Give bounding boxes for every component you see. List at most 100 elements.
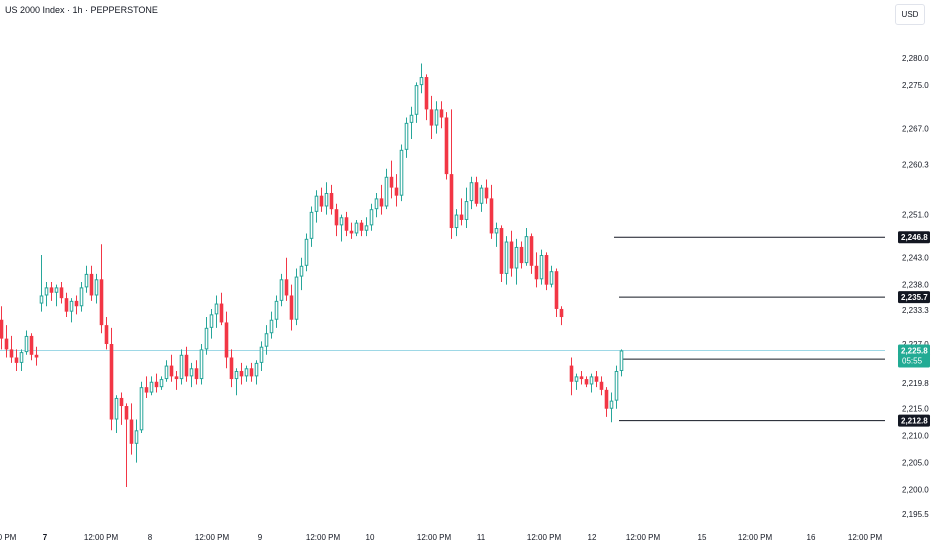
candle-body bbox=[364, 225, 369, 231]
candle-body bbox=[404, 122, 409, 150]
candle bbox=[379, 184, 384, 215]
candle bbox=[559, 306, 564, 326]
candle bbox=[174, 370, 179, 390]
candle-body bbox=[24, 335, 29, 353]
candle bbox=[314, 190, 319, 223]
candle bbox=[244, 365, 249, 382]
candle-body bbox=[514, 246, 519, 269]
candle bbox=[204, 317, 209, 355]
candle-body bbox=[354, 222, 359, 234]
candle-body bbox=[289, 295, 294, 320]
currency-button[interactable]: USD bbox=[895, 4, 925, 25]
candle-body bbox=[264, 333, 269, 347]
candle bbox=[324, 182, 329, 215]
candle-body bbox=[494, 228, 499, 234]
candle bbox=[24, 330, 29, 355]
candle-body bbox=[279, 279, 284, 301]
candle bbox=[84, 265, 89, 293]
candle bbox=[464, 187, 469, 229]
price-level-tag-bg bbox=[898, 231, 930, 244]
candle bbox=[494, 222, 499, 247]
candle-body bbox=[29, 335, 34, 355]
candle bbox=[569, 357, 574, 396]
candle-body bbox=[419, 77, 424, 86]
candle-body bbox=[219, 303, 224, 323]
candle bbox=[9, 335, 14, 363]
candle bbox=[344, 211, 349, 237]
candle bbox=[159, 376, 164, 390]
candle-body bbox=[319, 195, 324, 207]
candle-body bbox=[269, 319, 274, 334]
x-tick-label: 16 bbox=[807, 533, 816, 542]
candle bbox=[449, 109, 454, 239]
candle bbox=[509, 230, 514, 277]
candle-body bbox=[174, 376, 179, 380]
candle bbox=[209, 308, 214, 339]
time-axis[interactable]: 0 PM 7 12:00 PM 8 12:00 PM 9 12:00 PM 10 12:00 P… bbox=[0, 533, 882, 542]
candle-body bbox=[524, 236, 529, 264]
y-tick-label: 2,275.0 bbox=[902, 81, 929, 90]
price-level-tag-bg bbox=[898, 414, 930, 427]
candle-body bbox=[179, 354, 184, 380]
candle bbox=[14, 349, 19, 371]
x-tick-label: 0 PM bbox=[0, 533, 17, 542]
candle-body bbox=[154, 381, 159, 388]
x-tick-label: 12:00 PM bbox=[84, 533, 119, 542]
candle bbox=[374, 192, 379, 218]
candle-body bbox=[554, 271, 559, 309]
candle-body bbox=[519, 246, 524, 264]
candle-body bbox=[239, 370, 244, 377]
candle-body bbox=[4, 338, 9, 350]
candle bbox=[74, 295, 79, 315]
candle bbox=[19, 349, 24, 371]
candle bbox=[429, 95, 434, 140]
price-axis[interactable]: 2,195.5 2,200.0 2,205.0 2,210.0 2,215.0 2,219… bbox=[902, 54, 929, 519]
candle bbox=[519, 241, 524, 269]
candle-body bbox=[474, 182, 479, 204]
candle-body bbox=[369, 209, 374, 226]
y-tick-label: 2,195.5 bbox=[902, 510, 929, 519]
candle bbox=[304, 233, 309, 272]
candle-body bbox=[374, 198, 379, 210]
candle-body bbox=[204, 327, 209, 350]
candle-body bbox=[74, 300, 79, 307]
candle bbox=[609, 392, 614, 423]
candle-body bbox=[334, 209, 339, 226]
x-tick-label: 12:00 PM bbox=[626, 533, 661, 542]
candle bbox=[329, 184, 334, 215]
candle bbox=[544, 252, 549, 291]
candle bbox=[594, 370, 599, 388]
candle-body bbox=[429, 109, 434, 126]
y-tick-label: 2,238.0 bbox=[902, 281, 929, 290]
candle bbox=[334, 203, 339, 237]
candle bbox=[169, 354, 174, 382]
candle-body bbox=[459, 214, 464, 220]
candle-body bbox=[274, 300, 279, 320]
candle bbox=[484, 179, 489, 204]
candle-body bbox=[99, 279, 104, 326]
candle-body bbox=[209, 314, 214, 328]
candle bbox=[474, 176, 479, 207]
candle bbox=[499, 225, 504, 282]
x-tick-label: 10 bbox=[366, 533, 375, 542]
candle bbox=[54, 284, 59, 307]
candle bbox=[399, 144, 404, 202]
candle-body bbox=[594, 376, 599, 382]
candle-body bbox=[224, 322, 229, 358]
candle-body bbox=[489, 198, 494, 234]
chart-title: US 2000 Index · 1h · PEPPERSTONE bbox=[5, 5, 158, 15]
candle-body bbox=[254, 362, 259, 377]
candle-body bbox=[314, 195, 319, 212]
candle-body bbox=[544, 255, 549, 285]
candle-body bbox=[244, 368, 249, 377]
candle bbox=[194, 360, 199, 385]
y-tick-label: 2,233.3 bbox=[902, 306, 929, 315]
candle-body bbox=[94, 279, 99, 296]
candle-body bbox=[479, 187, 484, 204]
candle-body bbox=[529, 236, 534, 266]
candle bbox=[599, 376, 604, 396]
candle-body bbox=[379, 198, 384, 207]
y-tick-label: 2,280.0 bbox=[902, 54, 929, 63]
candle bbox=[224, 311, 229, 369]
